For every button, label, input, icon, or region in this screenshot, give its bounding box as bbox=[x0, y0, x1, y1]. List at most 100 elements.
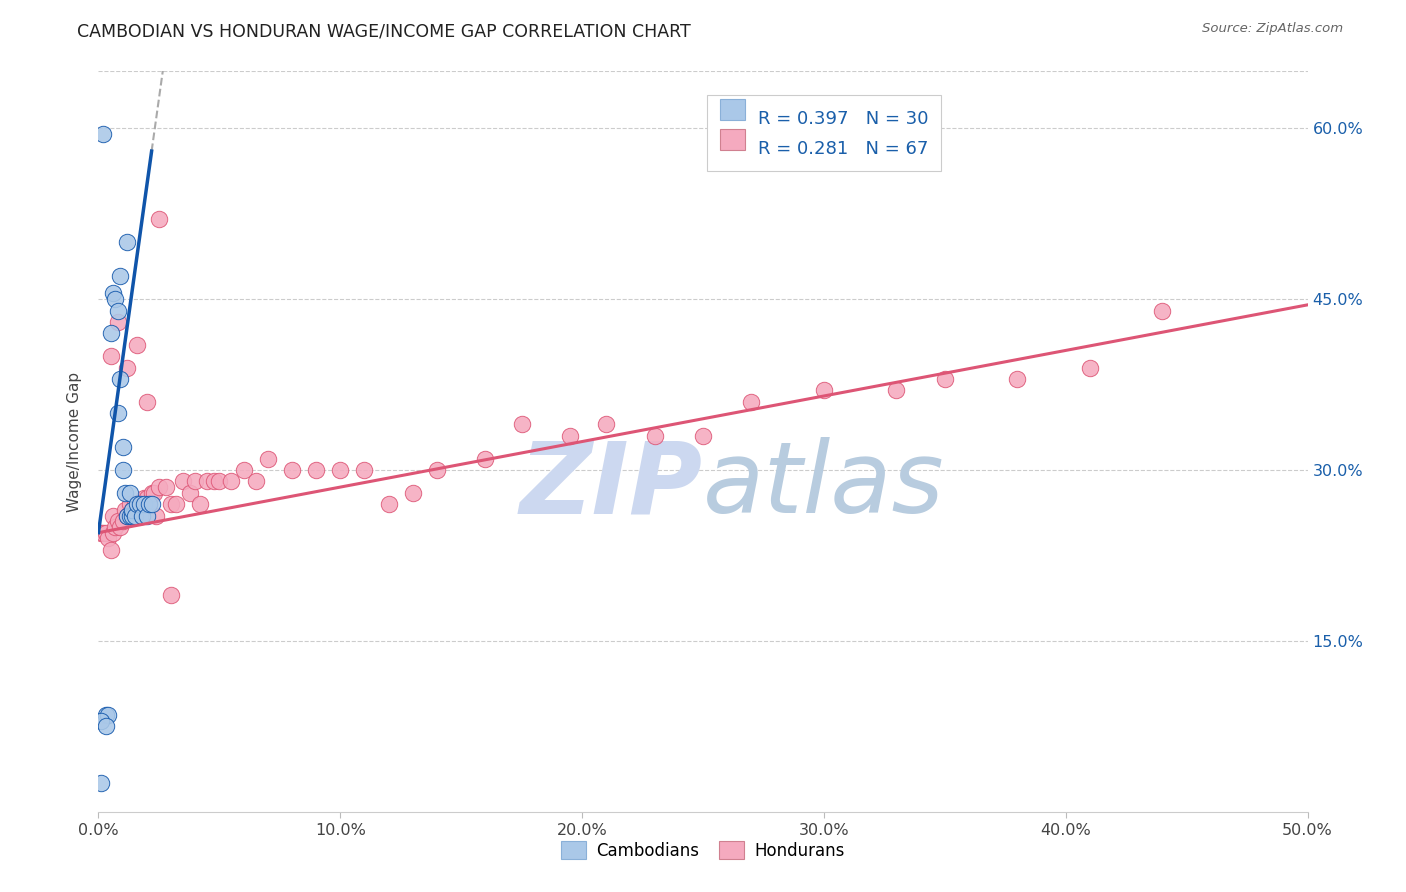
Point bbox=[281, 463, 304, 477]
Point bbox=[134, 491, 156, 506]
Point bbox=[118, 497, 141, 511]
Point bbox=[114, 485, 136, 500]
Point bbox=[256, 451, 278, 466]
Text: CAMBODIAN VS HONDURAN WAGE/INCOME GAP CORRELATION CHART: CAMBODIAN VS HONDURAN WAGE/INCOME GAP CO… bbox=[77, 22, 692, 40]
Point bbox=[107, 315, 129, 329]
Point bbox=[101, 286, 124, 301]
Point bbox=[97, 532, 120, 546]
Point bbox=[121, 503, 143, 517]
Point bbox=[155, 480, 177, 494]
Point bbox=[377, 497, 399, 511]
Point bbox=[208, 475, 231, 489]
Point bbox=[91, 525, 114, 540]
Point bbox=[107, 303, 129, 318]
Point bbox=[644, 429, 666, 443]
Point bbox=[510, 417, 533, 432]
Point bbox=[111, 440, 134, 454]
Point bbox=[204, 475, 226, 489]
Point bbox=[1078, 360, 1101, 375]
Point bbox=[128, 497, 150, 511]
Point bbox=[127, 497, 149, 511]
Point bbox=[108, 372, 131, 386]
Point bbox=[97, 707, 120, 722]
Point bbox=[91, 127, 114, 141]
Point bbox=[100, 542, 122, 557]
Point bbox=[692, 429, 714, 443]
Point bbox=[402, 485, 425, 500]
Point bbox=[134, 497, 156, 511]
Point bbox=[195, 475, 218, 489]
Point bbox=[184, 475, 207, 489]
Point bbox=[474, 451, 496, 466]
Point bbox=[143, 485, 166, 500]
Point bbox=[135, 491, 157, 506]
Point bbox=[148, 480, 170, 494]
Point bbox=[94, 719, 117, 733]
Point bbox=[740, 394, 762, 409]
Point bbox=[94, 707, 117, 722]
Point bbox=[100, 349, 122, 363]
Point bbox=[101, 508, 124, 523]
Point bbox=[172, 475, 194, 489]
Point bbox=[245, 475, 267, 489]
Point bbox=[111, 514, 134, 528]
Point bbox=[117, 508, 139, 523]
Point bbox=[813, 384, 835, 398]
Point bbox=[131, 497, 153, 511]
Point bbox=[595, 417, 617, 432]
Point bbox=[107, 514, 129, 528]
Point bbox=[108, 520, 131, 534]
Point bbox=[221, 475, 243, 489]
Point bbox=[131, 508, 153, 523]
Point bbox=[90, 776, 112, 790]
Point bbox=[1007, 372, 1029, 386]
Point bbox=[124, 497, 146, 511]
Point bbox=[94, 525, 117, 540]
Point bbox=[138, 497, 160, 511]
Point bbox=[141, 497, 163, 511]
Point bbox=[114, 503, 136, 517]
Point bbox=[188, 497, 211, 511]
Point bbox=[118, 485, 141, 500]
Text: ZIP: ZIP bbox=[520, 437, 703, 534]
Point bbox=[90, 714, 112, 728]
Point bbox=[108, 269, 131, 284]
Point bbox=[145, 508, 167, 523]
Text: atlas: atlas bbox=[703, 437, 945, 534]
Point bbox=[135, 394, 157, 409]
Point bbox=[127, 337, 149, 351]
Point bbox=[138, 497, 160, 511]
Point bbox=[111, 463, 134, 477]
Point bbox=[179, 485, 201, 500]
Point bbox=[104, 292, 127, 306]
Point bbox=[934, 372, 956, 386]
Point bbox=[558, 429, 581, 443]
Text: Source: ZipAtlas.com: Source: ZipAtlas.com bbox=[1202, 22, 1343, 36]
Point bbox=[100, 326, 122, 341]
Point bbox=[90, 525, 112, 540]
Point bbox=[117, 508, 139, 523]
Point bbox=[160, 588, 183, 602]
Point bbox=[141, 485, 163, 500]
Point bbox=[426, 463, 449, 477]
Point bbox=[101, 525, 124, 540]
Point bbox=[128, 497, 150, 511]
Legend: Cambodians, Hondurans: Cambodians, Hondurans bbox=[554, 835, 852, 866]
Point bbox=[165, 497, 187, 511]
Point bbox=[1152, 303, 1174, 318]
Point bbox=[127, 497, 149, 511]
Point bbox=[148, 212, 170, 227]
Y-axis label: Wage/Income Gap: Wage/Income Gap bbox=[67, 371, 83, 512]
Point bbox=[104, 520, 127, 534]
Point bbox=[118, 508, 141, 523]
Point bbox=[135, 508, 157, 523]
Point bbox=[117, 235, 139, 250]
Point bbox=[886, 384, 908, 398]
Point bbox=[305, 463, 328, 477]
Point bbox=[160, 497, 183, 511]
Point bbox=[121, 508, 143, 523]
Point bbox=[121, 503, 143, 517]
Point bbox=[232, 463, 254, 477]
Point bbox=[107, 406, 129, 420]
Point bbox=[117, 360, 139, 375]
